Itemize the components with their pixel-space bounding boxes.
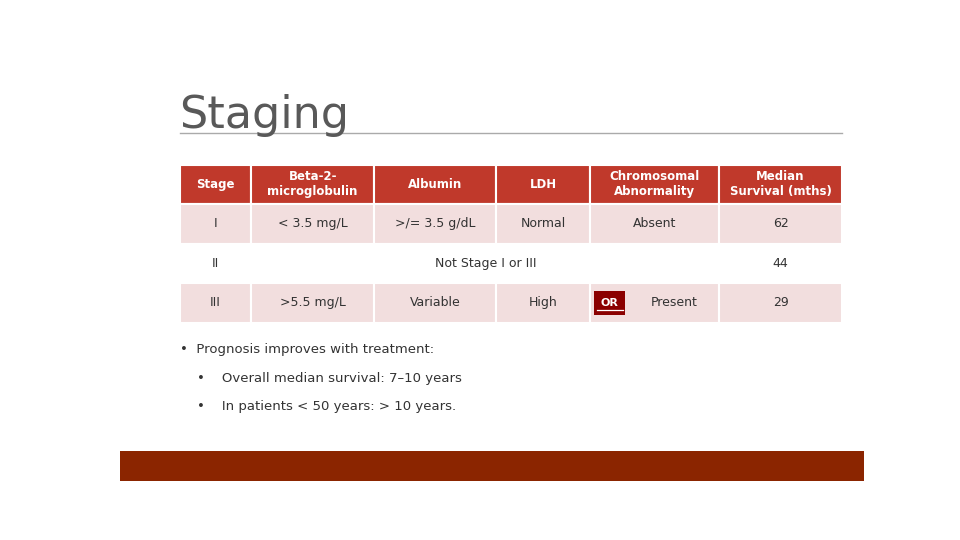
Text: •    In patients < 50 years: > 10 years.: • In patients < 50 years: > 10 years. [180, 400, 456, 413]
FancyBboxPatch shape [719, 204, 842, 244]
Text: Absent: Absent [633, 217, 676, 231]
FancyBboxPatch shape [719, 244, 842, 283]
FancyBboxPatch shape [252, 165, 373, 204]
Text: >5.5 mg/L: >5.5 mg/L [279, 296, 346, 309]
Text: •    Overall median survival: 7–10 years: • Overall median survival: 7–10 years [180, 372, 462, 384]
FancyBboxPatch shape [496, 204, 589, 244]
FancyBboxPatch shape [180, 283, 252, 322]
Text: •  Prognosis improves with treatment:: • Prognosis improves with treatment: [180, 343, 434, 356]
Text: 44: 44 [773, 257, 788, 270]
FancyBboxPatch shape [120, 451, 864, 481]
FancyBboxPatch shape [719, 165, 842, 204]
FancyBboxPatch shape [496, 165, 589, 204]
Text: Chromosomal
Abnormality: Chromosomal Abnormality [610, 170, 700, 198]
Text: Not Stage I or III: Not Stage I or III [435, 257, 536, 270]
FancyBboxPatch shape [589, 204, 719, 244]
Text: Present: Present [651, 296, 698, 309]
FancyBboxPatch shape [373, 165, 496, 204]
FancyBboxPatch shape [252, 244, 719, 283]
Text: Albumin: Albumin [408, 178, 462, 191]
Text: Stage: Stage [196, 178, 235, 191]
Text: < 3.5 mg/L: < 3.5 mg/L [277, 217, 348, 231]
Text: OR: OR [601, 298, 619, 308]
Text: Variable: Variable [410, 296, 461, 309]
FancyBboxPatch shape [589, 283, 719, 322]
FancyBboxPatch shape [180, 244, 252, 283]
Text: High: High [529, 296, 558, 309]
Text: Normal: Normal [520, 217, 565, 231]
Text: Staging: Staging [180, 94, 349, 137]
FancyBboxPatch shape [180, 165, 252, 204]
FancyBboxPatch shape [589, 165, 719, 204]
Text: Median
Survival (mths): Median Survival (mths) [730, 170, 831, 198]
FancyBboxPatch shape [180, 204, 252, 244]
Text: 62: 62 [773, 217, 788, 231]
Text: Beta-2-
microglobulin: Beta-2- microglobulin [268, 170, 358, 198]
FancyBboxPatch shape [252, 204, 373, 244]
FancyBboxPatch shape [496, 283, 589, 322]
Text: I: I [214, 217, 217, 231]
Text: LDH: LDH [529, 178, 557, 191]
FancyBboxPatch shape [252, 283, 373, 322]
Text: >/= 3.5 g/dL: >/= 3.5 g/dL [395, 217, 475, 231]
FancyBboxPatch shape [719, 283, 842, 322]
Text: II: II [212, 257, 219, 270]
FancyBboxPatch shape [594, 291, 626, 315]
FancyBboxPatch shape [373, 283, 496, 322]
FancyBboxPatch shape [373, 204, 496, 244]
Text: 29: 29 [773, 296, 788, 309]
Text: III: III [210, 296, 221, 309]
